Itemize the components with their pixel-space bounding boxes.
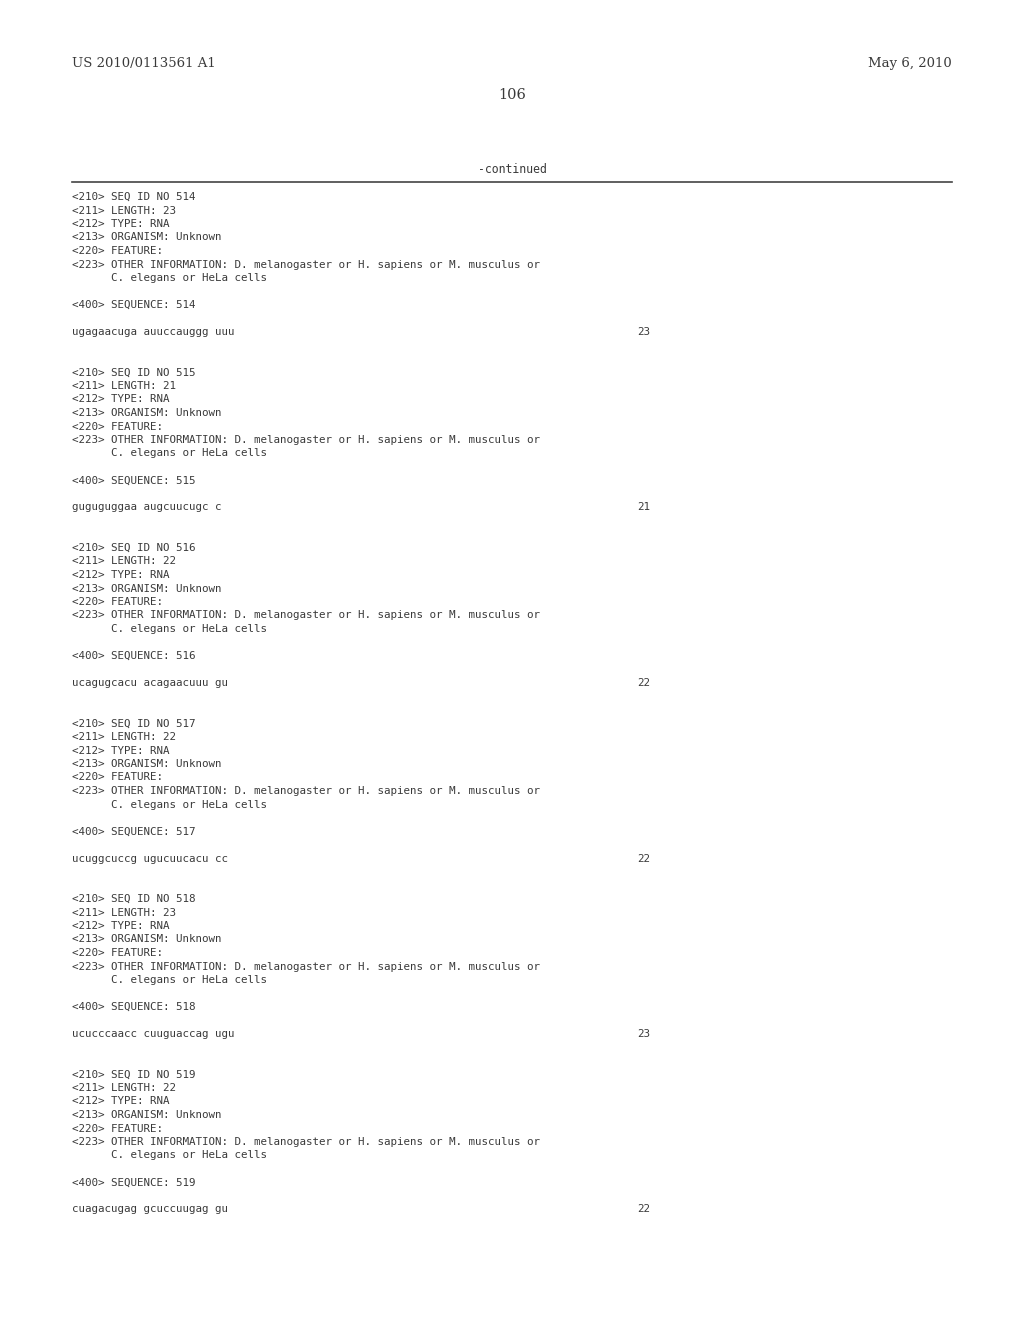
- Text: <211> LENGTH: 22: <211> LENGTH: 22: [72, 733, 176, 742]
- Text: <212> TYPE: RNA: <212> TYPE: RNA: [72, 395, 170, 404]
- Text: <400> SEQUENCE: 517: <400> SEQUENCE: 517: [72, 826, 196, 837]
- Text: <400> SEQUENCE: 518: <400> SEQUENCE: 518: [72, 1002, 196, 1012]
- Text: <223> OTHER INFORMATION: D. melanogaster or H. sapiens or M. musculus or: <223> OTHER INFORMATION: D. melanogaster…: [72, 436, 540, 445]
- Text: <213> ORGANISM: Unknown: <213> ORGANISM: Unknown: [72, 408, 221, 418]
- Text: C. elegans or HeLa cells: C. elegans or HeLa cells: [72, 800, 267, 809]
- Text: 22: 22: [637, 854, 650, 863]
- Text: <213> ORGANISM: Unknown: <213> ORGANISM: Unknown: [72, 759, 221, 770]
- Text: C. elegans or HeLa cells: C. elegans or HeLa cells: [72, 449, 267, 458]
- Text: <220> FEATURE:: <220> FEATURE:: [72, 597, 163, 607]
- Text: ucuggcuccg ugucuucacu cc: ucuggcuccg ugucuucacu cc: [72, 854, 228, 863]
- Text: <400> SEQUENCE: 519: <400> SEQUENCE: 519: [72, 1177, 196, 1188]
- Text: <211> LENGTH: 22: <211> LENGTH: 22: [72, 557, 176, 566]
- Text: <210> SEQ ID NO 516: <210> SEQ ID NO 516: [72, 543, 196, 553]
- Text: May 6, 2010: May 6, 2010: [868, 57, 952, 70]
- Text: <212> TYPE: RNA: <212> TYPE: RNA: [72, 746, 170, 755]
- Text: <210> SEQ ID NO 515: <210> SEQ ID NO 515: [72, 367, 196, 378]
- Text: <220> FEATURE:: <220> FEATURE:: [72, 421, 163, 432]
- Text: 22: 22: [637, 678, 650, 688]
- Text: -continued: -continued: [477, 162, 547, 176]
- Text: C. elegans or HeLa cells: C. elegans or HeLa cells: [72, 975, 267, 985]
- Text: 106: 106: [498, 88, 526, 102]
- Text: C. elegans or HeLa cells: C. elegans or HeLa cells: [72, 624, 267, 634]
- Text: ugagaacuga auuccauggg uuu: ugagaacuga auuccauggg uuu: [72, 327, 234, 337]
- Text: C. elegans or HeLa cells: C. elegans or HeLa cells: [72, 273, 267, 282]
- Text: <213> ORGANISM: Unknown: <213> ORGANISM: Unknown: [72, 232, 221, 243]
- Text: US 2010/0113561 A1: US 2010/0113561 A1: [72, 57, 216, 70]
- Text: ucucccaacc cuuguaccag ugu: ucucccaacc cuuguaccag ugu: [72, 1030, 234, 1039]
- Text: <212> TYPE: RNA: <212> TYPE: RNA: [72, 570, 170, 579]
- Text: <223> OTHER INFORMATION: D. melanogaster or H. sapiens or M. musculus or: <223> OTHER INFORMATION: D. melanogaster…: [72, 785, 540, 796]
- Text: 23: 23: [637, 1030, 650, 1039]
- Text: <210> SEQ ID NO 518: <210> SEQ ID NO 518: [72, 894, 196, 904]
- Text: <223> OTHER INFORMATION: D. melanogaster or H. sapiens or M. musculus or: <223> OTHER INFORMATION: D. melanogaster…: [72, 260, 540, 269]
- Text: <210> SEQ ID NO 517: <210> SEQ ID NO 517: [72, 718, 196, 729]
- Text: <213> ORGANISM: Unknown: <213> ORGANISM: Unknown: [72, 1110, 221, 1119]
- Text: <220> FEATURE:: <220> FEATURE:: [72, 772, 163, 783]
- Text: <212> TYPE: RNA: <212> TYPE: RNA: [72, 1097, 170, 1106]
- Text: <400> SEQUENCE: 514: <400> SEQUENCE: 514: [72, 300, 196, 310]
- Text: <211> LENGTH: 22: <211> LENGTH: 22: [72, 1082, 176, 1093]
- Text: <210> SEQ ID NO 514: <210> SEQ ID NO 514: [72, 191, 196, 202]
- Text: guguguggaa augcuucugc c: guguguggaa augcuucugc c: [72, 503, 221, 512]
- Text: <223> OTHER INFORMATION: D. melanogaster or H. sapiens or M. musculus or: <223> OTHER INFORMATION: D. melanogaster…: [72, 610, 540, 620]
- Text: cuagacugag gcuccuugag gu: cuagacugag gcuccuugag gu: [72, 1204, 228, 1214]
- Text: <211> LENGTH: 23: <211> LENGTH: 23: [72, 206, 176, 215]
- Text: C. elegans or HeLa cells: C. elegans or HeLa cells: [72, 1151, 267, 1160]
- Text: 22: 22: [637, 1204, 650, 1214]
- Text: 21: 21: [637, 503, 650, 512]
- Text: <220> FEATURE:: <220> FEATURE:: [72, 246, 163, 256]
- Text: 23: 23: [637, 327, 650, 337]
- Text: <211> LENGTH: 23: <211> LENGTH: 23: [72, 908, 176, 917]
- Text: <210> SEQ ID NO 519: <210> SEQ ID NO 519: [72, 1069, 196, 1080]
- Text: ucagugcacu acagaacuuu gu: ucagugcacu acagaacuuu gu: [72, 678, 228, 688]
- Text: <212> TYPE: RNA: <212> TYPE: RNA: [72, 219, 170, 228]
- Text: <400> SEQUENCE: 516: <400> SEQUENCE: 516: [72, 651, 196, 661]
- Text: <212> TYPE: RNA: <212> TYPE: RNA: [72, 921, 170, 931]
- Text: <223> OTHER INFORMATION: D. melanogaster or H. sapiens or M. musculus or: <223> OTHER INFORMATION: D. melanogaster…: [72, 1137, 540, 1147]
- Text: <223> OTHER INFORMATION: D. melanogaster or H. sapiens or M. musculus or: <223> OTHER INFORMATION: D. melanogaster…: [72, 961, 540, 972]
- Text: <213> ORGANISM: Unknown: <213> ORGANISM: Unknown: [72, 935, 221, 945]
- Text: <211> LENGTH: 21: <211> LENGTH: 21: [72, 381, 176, 391]
- Text: <213> ORGANISM: Unknown: <213> ORGANISM: Unknown: [72, 583, 221, 594]
- Text: <220> FEATURE:: <220> FEATURE:: [72, 948, 163, 958]
- Text: <400> SEQUENCE: 515: <400> SEQUENCE: 515: [72, 475, 196, 486]
- Text: <220> FEATURE:: <220> FEATURE:: [72, 1123, 163, 1134]
